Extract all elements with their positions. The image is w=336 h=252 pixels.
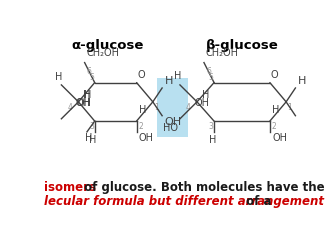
Text: 4: 4 [67,103,72,112]
Text: O: O [270,70,278,80]
Text: H: H [174,71,181,81]
Text: O: O [137,70,145,80]
Text: OH: OH [77,98,92,108]
Text: CH₂OH: CH₂OH [86,48,119,58]
Text: OH: OH [75,98,90,108]
Text: β-glucose: β-glucose [206,40,278,52]
Text: OH: OH [139,133,154,143]
Text: of glucose. Both molecules have the: of glucose. Both molecules have the [80,181,325,194]
Text: 4: 4 [186,103,191,112]
Text: OH: OH [195,98,209,108]
Text: 6: 6 [206,68,211,76]
Text: 2: 2 [138,122,143,131]
Text: HO: HO [163,123,178,133]
Text: isomers: isomers [44,181,95,194]
Text: of a: of a [242,195,271,208]
Text: H: H [85,133,92,143]
Text: OH: OH [164,117,181,127]
Text: OH: OH [272,133,287,143]
Text: H: H [164,76,173,86]
Text: H: H [202,89,209,100]
Text: H: H [89,135,97,145]
Text: H: H [209,135,216,145]
Text: 5: 5 [89,73,94,82]
Text: H: H [54,72,62,82]
Text: 1: 1 [154,103,159,112]
Text: H: H [84,90,92,100]
Text: 2: 2 [271,122,276,131]
Text: 1: 1 [288,103,292,112]
Text: 6: 6 [87,68,92,76]
Text: 3: 3 [89,122,94,131]
Text: H: H [83,89,90,100]
Text: H: H [139,105,146,115]
Text: H: H [272,105,280,115]
Text: lecular formula but different arrangement: lecular formula but different arrangemen… [44,195,324,208]
Text: H: H [298,76,306,86]
Text: 3: 3 [208,122,213,131]
Text: α-glucose: α-glucose [72,40,144,52]
Text: 5: 5 [208,73,213,82]
Bar [157,78,188,137]
Text: CH₂OH: CH₂OH [206,48,239,58]
